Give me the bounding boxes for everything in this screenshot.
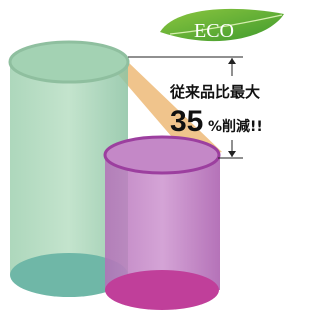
claim-suffix: %削減!! [208, 118, 263, 135]
claim-line: 従来品比最大 [169, 83, 260, 101]
eco-illustration: ECO 従来品比最大 35 %削減!! [0, 0, 289, 315]
cylinder-top [10, 42, 128, 82]
badge-label: ECO [194, 20, 234, 42]
claim-number: 35 [170, 105, 203, 138]
cylinder-bottom [105, 270, 219, 310]
cylinder-body [105, 155, 220, 290]
cylinder-top [105, 137, 219, 173]
